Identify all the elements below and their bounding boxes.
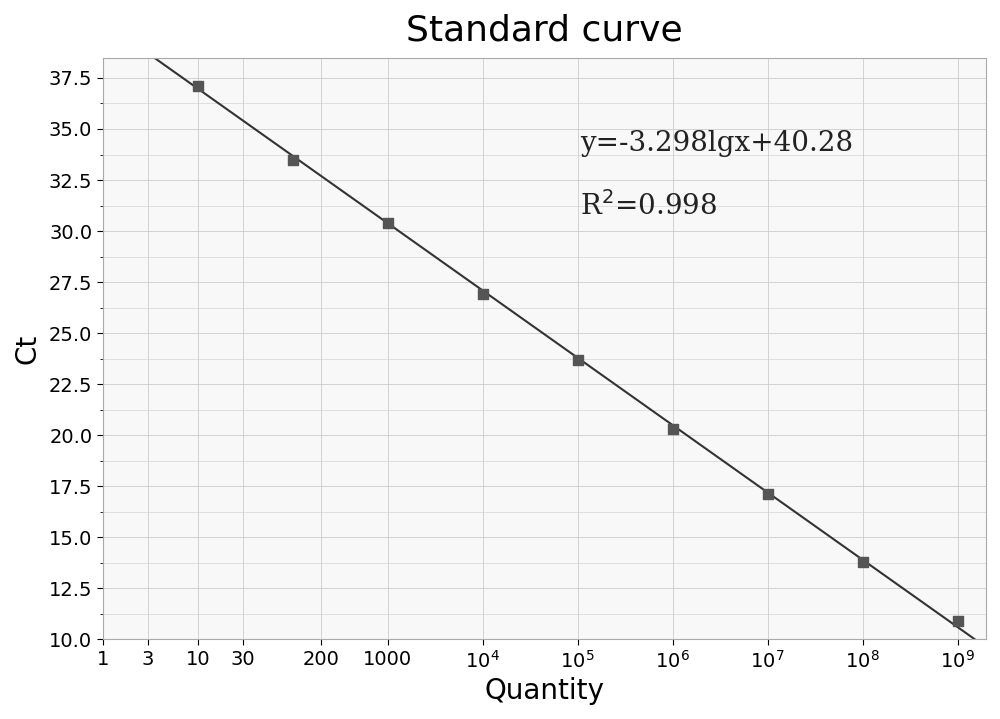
Point [190,81,206,92]
Title: Standard curve: Standard curve [406,14,683,48]
Point [950,615,966,627]
Point [285,154,301,165]
Y-axis label: Ct: Ct [14,334,42,364]
Point [760,489,776,500]
Point [855,556,871,567]
Point [570,354,586,365]
X-axis label: Quantity: Quantity [484,677,604,705]
Point [380,217,396,229]
Point [665,423,681,435]
Point [475,288,491,300]
Text: y=-3.298lgx+40.28: y=-3.298lgx+40.28 [580,129,853,157]
Text: R$^2$=0.998: R$^2$=0.998 [580,191,717,221]
